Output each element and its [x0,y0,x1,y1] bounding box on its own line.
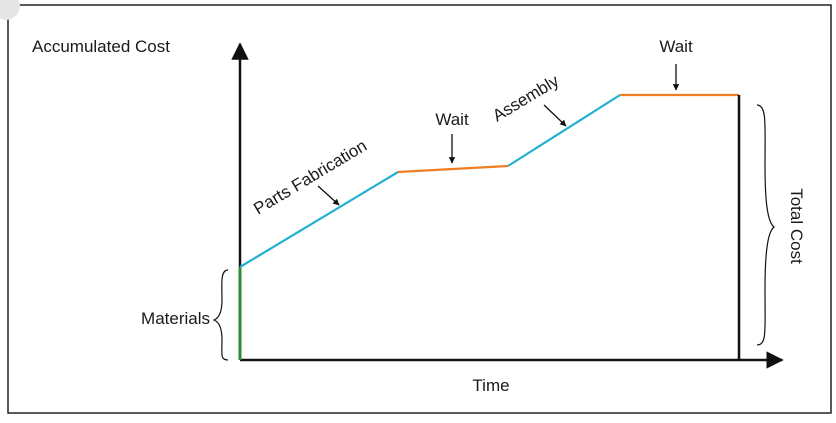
parts-fabrication-label: Parts Fabrication [250,136,370,218]
parts-fabrication-arrow [317,185,340,206]
parts-fabrication-segment [239,171,399,268]
wait-1-label: Wait [435,110,469,129]
corner-decoration [0,0,20,20]
assembly-label: Assembly [489,71,562,125]
materials-label: Materials [141,309,210,328]
x-axis-label: Time [472,376,509,395]
wait-1-segment [397,164,509,174]
total-cost-label: Total Cost [787,188,806,264]
y-axis-label: Accumulated Cost [32,37,170,56]
total-cost-brace [756,104,775,346]
diagram-border [7,4,832,414]
assembly-segment [507,94,621,167]
wait-2-label: Wait [659,37,693,56]
assembly-arrow [543,104,567,127]
materials-brace [212,269,229,361]
